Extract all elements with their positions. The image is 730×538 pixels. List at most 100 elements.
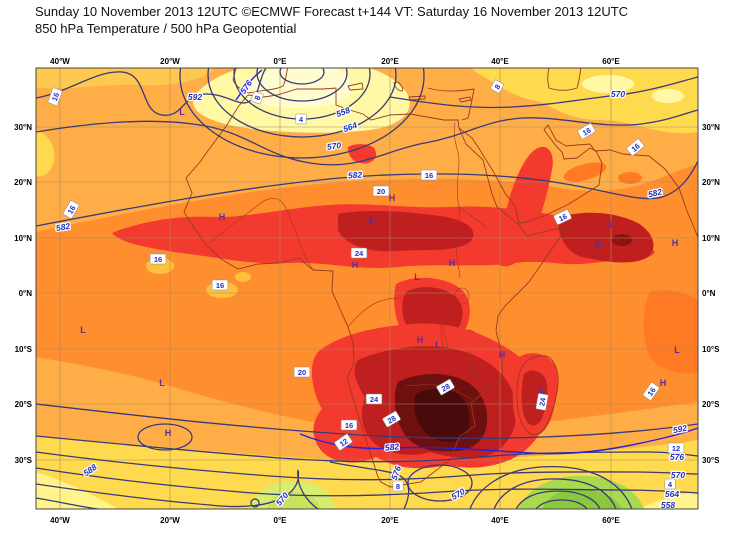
- temperature-contour-label: 8: [392, 480, 404, 492]
- map-frame: [35, 67, 699, 510]
- temperature-label-text: 8: [493, 83, 503, 91]
- temperature-contour-label: 8: [490, 79, 504, 94]
- temperature-label-box: [535, 393, 549, 411]
- low-center-marker: L: [435, 340, 441, 350]
- temperature-label-box: [334, 433, 353, 451]
- temperature-label-box: [340, 419, 358, 431]
- temperature-contour-label: 16: [642, 382, 660, 401]
- high-center-marker: H: [352, 260, 359, 270]
- axis-label-lat-left: 20°N: [14, 178, 32, 187]
- temperature-label-box: [642, 382, 660, 401]
- low-center-marker: L: [539, 385, 545, 395]
- temperature-contour-label: 16: [47, 87, 63, 106]
- temperature-label-text: 16: [581, 126, 593, 138]
- temperature-labels: 16 16 16 16 20 16 24 20 28 24 28 16 12 8 24 16 12 4 16 16 16…: [47, 79, 685, 492]
- axis-label-lon-top: 20°W: [160, 57, 180, 66]
- temperature-label-box: [47, 87, 63, 106]
- coast-cyprus: [458, 96, 472, 103]
- axis-label-lat-right: 20°S: [702, 400, 720, 409]
- high-center-marker: H: [389, 193, 396, 203]
- temperature-contour-label: 20: [293, 366, 311, 378]
- geopotential-contour-label: 582: [348, 169, 363, 180]
- temperature-label-box: [149, 253, 167, 265]
- temperature-contour-label: 16: [149, 253, 167, 265]
- lake-victoria: [454, 287, 470, 305]
- geopotential-contour-label: 592: [188, 92, 202, 102]
- temperature-label-box: [626, 138, 645, 156]
- geopotential-contour-label: 582: [55, 221, 71, 233]
- axis-label-lon-top: 40°E: [491, 57, 509, 66]
- river-nile: [454, 121, 488, 279]
- temperature-label-text: 12: [338, 437, 350, 449]
- axis-label-lat-left: 20°S: [15, 400, 33, 409]
- temperature-label-text: 4: [668, 480, 673, 489]
- axis-label-lat-left: 0°N: [19, 289, 33, 298]
- low-center-marker: L: [80, 325, 86, 335]
- coast-iberia: [232, 68, 289, 94]
- temperature-label-text: 16: [216, 281, 224, 290]
- axis-label-lat-right: 10°S: [702, 345, 720, 354]
- temperature-label-box: [382, 410, 401, 428]
- geopotential-contour-label: 564: [665, 489, 679, 499]
- geopotential-contour-label: 576: [670, 452, 684, 462]
- temperature-contour-label: 16: [62, 200, 80, 219]
- high-center-marker: H: [595, 240, 602, 250]
- lake-chad: [353, 217, 361, 225]
- low-center-marker: L: [179, 107, 185, 117]
- axis-label-lon-bottom: 40°E: [491, 516, 509, 525]
- temperature-label-text: 16: [66, 204, 78, 216]
- low-center-marker: L: [674, 345, 680, 355]
- axis-label-lat-right: 30°N: [702, 123, 720, 132]
- axis-label-lat-left: 10°S: [15, 345, 33, 354]
- temperature-label-text: 8: [253, 94, 263, 101]
- temperature-label-text: 24: [355, 249, 364, 258]
- coast-turkey: [427, 87, 475, 121]
- lake-malawi: [468, 350, 477, 379]
- temperature-label-text: 24: [370, 395, 379, 404]
- high-center-marker: H: [660, 378, 667, 388]
- axis-label-lon-top: 60°E: [602, 57, 620, 66]
- temperature-label-box: [667, 442, 685, 454]
- geopotential-contour-label: 570: [326, 140, 342, 152]
- temperature-label-text: 8: [396, 482, 400, 491]
- temperature-label-text: 20: [377, 187, 385, 196]
- axis-label-lon-bottom: 20°W: [160, 516, 180, 525]
- axis-label-lon-bottom: 60°E: [602, 516, 620, 525]
- temperature-label-text: 20: [298, 368, 306, 377]
- axis-label-lon-bottom: 40°W: [50, 516, 70, 525]
- low-center-marker: L: [414, 272, 420, 282]
- temperature-label-box: [577, 122, 596, 140]
- temperature-contour-label: 16: [553, 209, 572, 225]
- geopotential-contour-label: 570: [671, 470, 685, 480]
- axis-label-lat-left: 30°N: [14, 123, 32, 132]
- temperature-label-box: [664, 478, 676, 490]
- low-center-marker: L: [159, 378, 165, 388]
- temperature-label-text: 16: [154, 255, 162, 264]
- temperature-contour-label: 24: [365, 393, 383, 405]
- temperature-label-box: [392, 480, 404, 492]
- temperature-contour-label: 24: [350, 247, 368, 259]
- temperature-label-box: [372, 185, 390, 197]
- chart-title-line1: Sunday 10 November 2013 12UTC ©ECMWF For…: [35, 4, 629, 19]
- axis-label-lat-right: 10°N: [702, 234, 720, 243]
- high-center-marker: H: [449, 258, 456, 268]
- temperature-label-box: [365, 393, 383, 405]
- temperature-label-box: [350, 247, 368, 259]
- coast-caspian: [547, 68, 582, 91]
- temperature-contour-label: 12: [334, 433, 353, 451]
- temperature-contour-label: 24: [535, 393, 549, 411]
- low-center-marker: L: [369, 215, 375, 225]
- axis-label-lon-bottom: 0°E: [274, 516, 288, 525]
- high-center-marker: H: [417, 335, 424, 345]
- temperature-label-text: 16: [557, 212, 568, 224]
- geopotential-contour-label: 558: [661, 500, 675, 510]
- temperature-label-text: 16: [345, 421, 353, 430]
- temperature-label-box: [420, 169, 438, 181]
- temperature-label-text: 16: [646, 386, 658, 398]
- high-center-marker: H: [165, 428, 172, 438]
- coast-madagascar: [516, 355, 559, 436]
- temperature-label-box: [295, 113, 307, 125]
